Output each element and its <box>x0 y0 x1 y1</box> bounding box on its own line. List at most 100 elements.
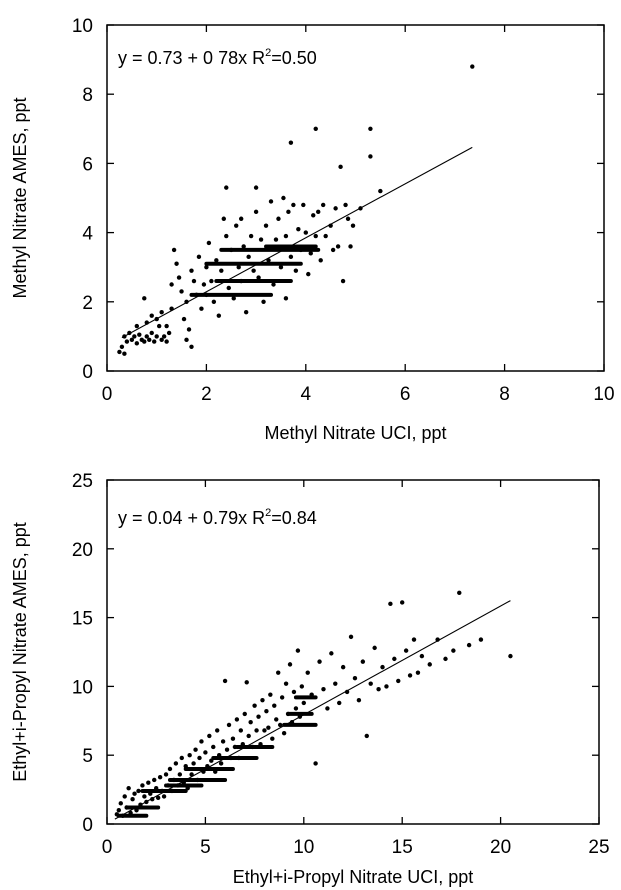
chart1-data-point <box>116 808 122 813</box>
chart0-data-point <box>149 313 154 318</box>
chart1-data-point <box>226 722 232 728</box>
chart1-equation-superscript: 2 <box>265 507 271 519</box>
chart1-data-point <box>195 777 200 783</box>
chart0-data-point <box>214 258 219 263</box>
chart0-y-tick-label: 2 <box>82 293 93 314</box>
chart0-data-point <box>119 344 125 349</box>
chart1-data-point <box>340 664 346 670</box>
chart1-y-tick-label: 5 <box>82 746 93 767</box>
chart0-data-point <box>144 334 149 339</box>
chart0-data-point <box>345 216 351 221</box>
chart0-regression-equation: y = 0.73 + 0 78x R2=0.50 <box>118 47 317 68</box>
chart1-data-point <box>356 697 362 703</box>
chart1-data-point <box>293 706 299 711</box>
chart1-data-point <box>207 733 212 739</box>
chart0-data-point <box>338 164 343 170</box>
chart0-data-point <box>296 226 301 232</box>
chart0-data-point <box>199 306 204 311</box>
chart1-data-point <box>266 725 271 730</box>
chart1-data-point <box>305 670 310 675</box>
chart0-y-tick-label: 8 <box>82 85 93 106</box>
chart0-data-point <box>159 337 164 343</box>
chart0-y-tick-label: 4 <box>82 224 93 245</box>
chart1-data-point <box>173 761 179 766</box>
chart0-data-point <box>368 154 373 159</box>
chart1-data-point <box>187 753 192 758</box>
chart0-data-point <box>378 188 383 194</box>
chart1-data-point <box>211 744 216 750</box>
chart1-data-point <box>224 747 230 752</box>
chart0-data-point <box>238 216 244 221</box>
chart1-data-point <box>309 692 314 697</box>
chart0-data-point <box>184 337 189 343</box>
chart0-data-point <box>335 244 341 249</box>
chart1-data-point <box>234 717 240 722</box>
chart1-data-point <box>313 761 318 766</box>
chart0-data-point <box>283 296 289 301</box>
chart1-x-tick-label: 20 <box>490 837 511 858</box>
chart0-data-point <box>174 261 179 266</box>
chart1-data-point <box>246 733 251 739</box>
chart1-data-point <box>220 739 226 744</box>
chart0-data-point <box>211 299 217 304</box>
chart1-data-point <box>291 689 297 695</box>
chart1-data-point <box>248 719 253 725</box>
chart1-data-point <box>285 711 291 717</box>
chart1-data-point <box>179 755 184 761</box>
chart0-y-tick-label: 6 <box>82 154 93 175</box>
chart0-data-point <box>340 278 346 284</box>
chart0-data-point <box>229 247 234 253</box>
chart1-data-point <box>230 736 236 741</box>
chart1-data-point <box>299 684 305 689</box>
chart1-data-point <box>236 755 242 761</box>
chart0-x-tick-label: 2 <box>201 384 212 405</box>
chart0-data-point <box>142 296 147 301</box>
chart0-data-point <box>142 339 147 344</box>
chart0-data-point <box>276 216 281 221</box>
chart1-data-point <box>140 783 145 788</box>
chart1-data-point <box>380 664 385 670</box>
chart1-x-tick-label: 10 <box>293 837 314 858</box>
chart1-data-point <box>130 797 135 802</box>
chart1-data-point <box>508 653 513 659</box>
chart1-x-tick-label: 15 <box>392 837 413 858</box>
chart0-data-point <box>278 265 284 270</box>
chart1-data-point <box>478 637 484 642</box>
chart0-plot-frame <box>106 24 605 372</box>
chart0-data-point <box>243 309 249 315</box>
chart1-data-point <box>163 772 169 777</box>
chart1-data-point <box>244 680 249 685</box>
chart1-data-point <box>325 706 330 711</box>
chart0-data-point <box>169 282 174 287</box>
chart0-data-point <box>323 233 328 239</box>
chart1-data-point <box>348 634 354 640</box>
chart0-data-point <box>196 254 202 260</box>
chart1-regression-line <box>114 600 511 820</box>
chart0-data-point <box>241 244 246 249</box>
chart1-x-tick-label: 25 <box>588 837 609 858</box>
chart0-data-point <box>253 209 259 215</box>
chart0-data-point <box>189 268 194 273</box>
chart0-data-point <box>236 265 241 270</box>
chart0-data-point <box>238 278 244 284</box>
chart1-data-point <box>283 681 289 686</box>
chart1-data-point <box>254 728 259 733</box>
chart1-data-point <box>228 755 234 761</box>
chart1-data-point <box>128 810 133 816</box>
chart1-data-point <box>466 642 472 648</box>
chart0-data-point <box>171 247 177 253</box>
chart0-data-point <box>263 223 269 228</box>
chart0-data-point <box>152 339 157 344</box>
chart1-data-point <box>419 653 425 659</box>
chart0-data-point <box>224 233 229 239</box>
chart1-data-point <box>118 801 123 806</box>
chart0-data-point <box>181 316 187 322</box>
chart0-data-point <box>132 334 137 339</box>
chart0-data-point <box>316 209 321 215</box>
chart0-data-point <box>333 206 338 211</box>
methyl-nitrate-scatter-chart: 0 2 4 6 8 10 0 2 4 6 8 10 Methyl Nitrate UCI, ppt Met… <box>10 16 615 443</box>
chart0-data-point <box>298 247 304 253</box>
chart0-data-point <box>191 278 197 284</box>
chart1-data-point <box>124 805 129 810</box>
chart0-data-point <box>273 237 279 242</box>
